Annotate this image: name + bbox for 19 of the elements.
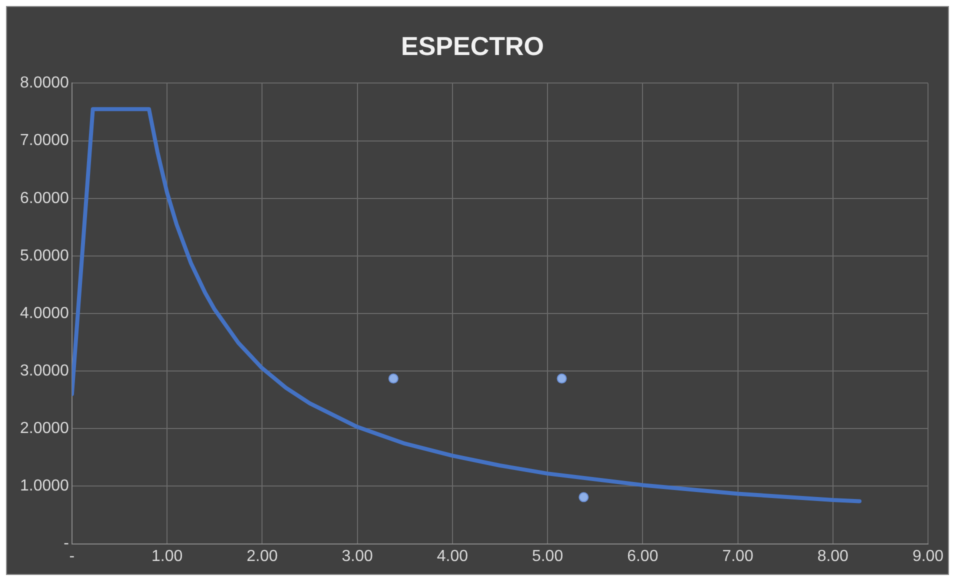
y-tick-label: 8.0000 — [20, 74, 70, 92]
y-tick-label: 4.0000 — [20, 304, 70, 322]
y-tick-label: 1.0000 — [20, 478, 70, 495]
chart-title: ESPECTRO — [400, 30, 544, 61]
x-tick-label: 1.00 — [151, 548, 183, 565]
y-tick-label: 7.0000 — [20, 132, 70, 150]
x-tick-label: 8.00 — [817, 548, 849, 565]
y-tick-label: - — [64, 535, 69, 552]
x-tick-label: 7.00 — [722, 548, 754, 565]
y-tick-label: 3.0000 — [20, 362, 70, 380]
y-tick-label: 6.0000 — [20, 190, 70, 207]
y-tick-label: 2.0000 — [20, 420, 70, 438]
x-tick-label: 2.00 — [246, 548, 278, 565]
x-tick-label: 6.00 — [627, 548, 658, 565]
x-tick-label: 5.00 — [532, 548, 564, 565]
x-tick-label: 4.00 — [436, 548, 468, 565]
x-tick-label: 9.00 — [912, 548, 944, 565]
y-tick-label: 5.0000 — [20, 247, 70, 264]
x-tick-label: 3.00 — [342, 548, 373, 565]
